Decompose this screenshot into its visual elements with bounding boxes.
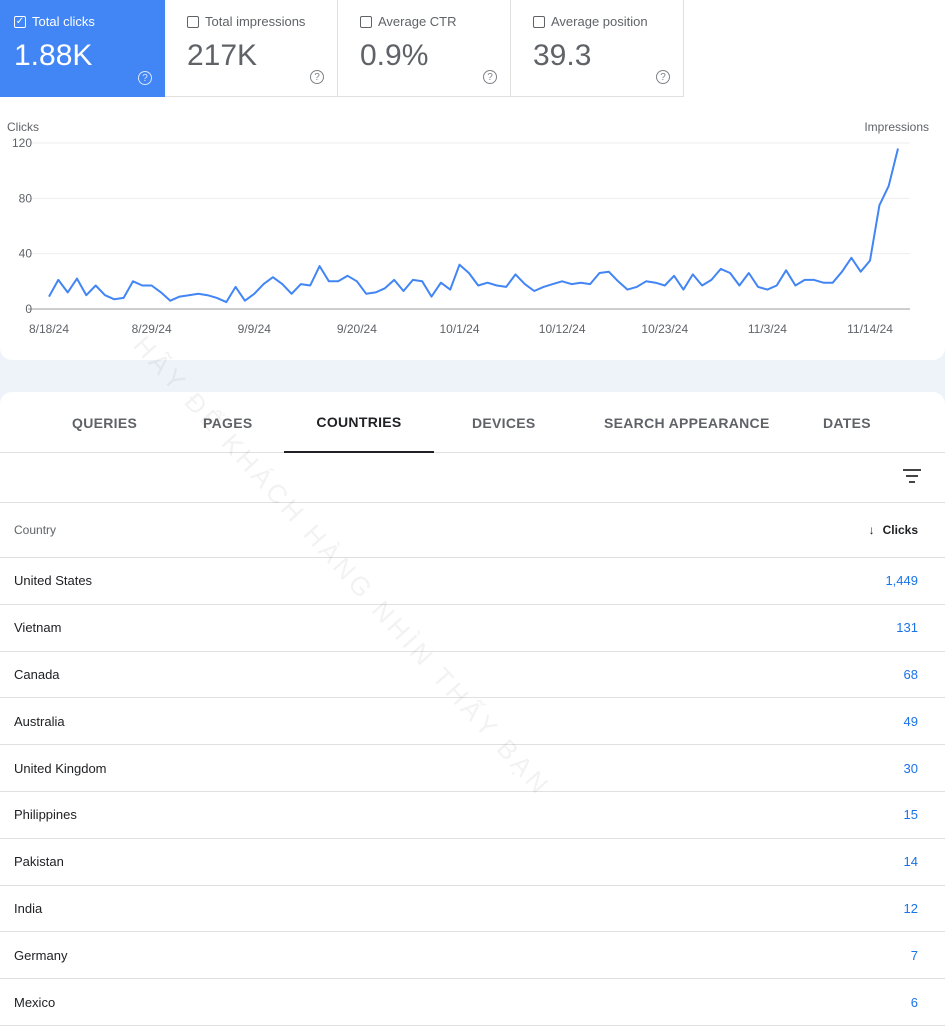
table-row[interactable]: Vietnam 131 [0,605,945,652]
tab-queries[interactable]: QUERIES [72,414,138,431]
tab-devices[interactable]: DEVICES [472,414,536,431]
help-icon[interactable]: ? [310,70,324,84]
metric-label-text: Average CTR [378,14,457,29]
x-tick-label: 10/12/24 [539,322,586,336]
table-row[interactable]: Canada 68 [0,652,945,699]
metric-value: 217K [187,39,258,72]
help-icon[interactable]: ? [138,71,152,85]
x-tick-label: 9/20/24 [337,322,377,336]
country-name: Germany [14,947,68,963]
x-tick-label: 11/3/24 [748,322,787,336]
tab-search-appearance[interactable]: SEARCH APPEARANCE [604,414,770,431]
x-tick-label: 8/18/24 [29,322,69,336]
table-body: United States 1,449 Vietnam 131 Canada 68 Aust… [0,558,945,1026]
help-icon[interactable]: ? [656,70,670,84]
y2-axis-label: Impressions [864,120,929,134]
country-name: United States [14,573,93,589]
table-header: Country ↓ Clicks [0,503,945,558]
table-row[interactable]: United Kingdom 30 [0,745,945,792]
country-name: Pakistan [14,854,64,870]
metric-value: 1.88K [14,39,93,72]
x-tick-label: 10/23/24 [641,322,688,336]
clicks-value: 68 [903,666,918,682]
clicks-series-line [48,148,899,304]
country-name: Philippines [14,807,77,823]
x-tick-label: 11/14/24 [847,322,893,336]
results-panel: QUERIES PAGES COUNTRIES DEVICES SEARCH APPEA… [0,392,945,1032]
clicks-value: 30 [903,760,918,776]
filter-row [0,453,945,503]
performance-panel: ✓ Total clicks 1.88K? Total impressions 217K… [0,0,945,360]
clicks-value: 49 [903,713,918,729]
x-tick-label: 10/1/24 [439,322,479,336]
y-tick-label: 0 [25,302,32,316]
x-tick-label: 9/9/24 [238,322,272,336]
country-name: Mexico [14,994,56,1010]
metric-card[interactable]: Average CTR 0.9%? [338,0,511,97]
clicks-value: 131 [896,620,918,636]
metric-label: Average CTR [360,14,510,29]
metric-card[interactable]: ✓ Total clicks 1.88K? [0,0,165,97]
country-name: United Kingdom [14,760,107,776]
table-row[interactable]: Philippines 15 [0,792,945,839]
filter-icon[interactable] [903,469,921,483]
table-row[interactable]: Pakistan 14 [0,839,945,886]
y-tick-label: 80 [19,191,33,205]
metric-value: 0.9% [360,39,429,72]
table-row[interactable]: Mexico 6 [0,979,945,1026]
y-axis-label: Clicks [7,120,39,134]
clicks-value: 6 [910,994,918,1010]
table-row[interactable]: Australia 49 [0,698,945,746]
checkbox-icon[interactable] [533,15,545,28]
metric-label-text: Total clicks [32,14,95,29]
dimension-tabs: QUERIES PAGES COUNTRIES DEVICES SEARCH APPEA… [0,392,945,453]
checkbox-icon[interactable] [187,15,199,28]
table-row[interactable]: United States 1,449 [0,558,945,605]
table-row[interactable]: Germany 7 [0,932,945,980]
checkbox-icon[interactable] [360,15,372,28]
column-clicks-label: Clicks [882,523,918,537]
country-name: Canada [14,666,60,682]
arrow-down-icon: ↓ [868,523,875,537]
country-name: Australia [14,713,65,729]
clicks-value: 14 [903,854,918,870]
clicks-value: 1,449 [885,573,918,589]
metric-label-text: Average position [551,14,648,29]
column-clicks[interactable]: ↓ Clicks [869,523,918,537]
clicks-value: 7 [910,947,918,963]
checkbox-icon[interactable]: ✓ [14,15,26,28]
clicks-value: 12 [903,900,918,916]
tab-countries[interactable]: COUNTRIES [284,392,434,453]
clicks-chart: 0 40 80 120 Clicks Impressions 8/18/24 8/29/24 9… [7,120,929,336]
metric-cards: ✓ Total clicks 1.88K? Total impressions 217K… [0,0,945,97]
y-tick-label: 120 [12,136,32,150]
country-name: Vietnam [14,620,62,636]
metric-label: Total impressions [187,14,337,29]
metric-value: 39.3 [533,39,592,72]
clicks-value: 15 [903,807,918,823]
metric-card[interactable]: Average position 39.3? [511,0,684,97]
metric-label-text: Total impressions [205,14,306,29]
metric-label: ✓ Total clicks [14,14,165,29]
tab-pages[interactable]: PAGES [203,414,253,431]
country-name: India [14,900,43,916]
metric-card[interactable]: Total impressions 217K? [165,0,338,97]
help-icon[interactable]: ? [483,70,497,84]
x-tick-label: 8/29/24 [132,322,172,336]
table-row[interactable]: India 12 [0,886,945,933]
metric-label: Average position [533,14,683,29]
tab-dates[interactable]: DATES [823,414,871,431]
y-tick-label: 40 [19,247,33,261]
column-country[interactable]: Country [14,523,57,537]
